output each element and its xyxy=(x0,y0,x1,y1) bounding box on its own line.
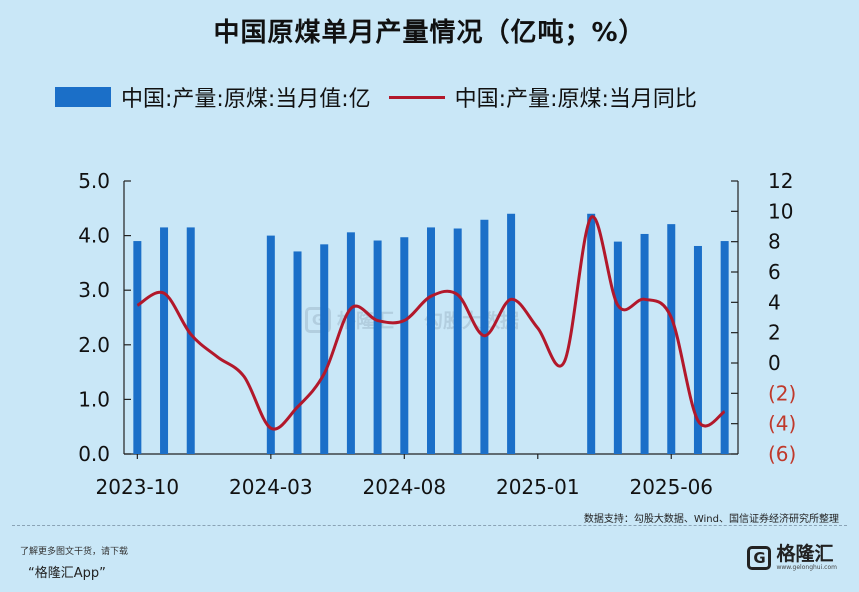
y-left-tick-label: 5.0 xyxy=(78,169,110,193)
x-tick-label: 2025-01 xyxy=(496,475,580,499)
bar-2025-05 xyxy=(640,233,649,454)
footer-note: 了解更多图文干货，请下载 xyxy=(20,547,129,557)
x-tick-label: 2023-10 xyxy=(96,475,180,499)
footer-divider xyxy=(12,525,847,526)
bar-2025-07 xyxy=(693,245,702,454)
y-right-tick-label: 4 xyxy=(768,290,781,314)
brand-url: www.gelonghui.com xyxy=(776,564,837,571)
y-right-tick-label: (2) xyxy=(768,381,796,405)
y-left-tick-label: 1.0 xyxy=(78,387,110,411)
y-right-tick-label: 10 xyxy=(768,199,793,223)
bar-2024-09 xyxy=(427,227,435,454)
x-tick-label: 2024-08 xyxy=(363,475,447,499)
bar-2025-08 xyxy=(720,241,729,454)
bar-2024-05 xyxy=(320,244,329,454)
brand-logo: G 格隆汇 www.gelonghui.com xyxy=(747,544,837,571)
bar-2024-08 xyxy=(400,237,409,454)
bar-2023-10 xyxy=(133,241,142,454)
y-left-tick-label: 4.0 xyxy=(78,224,110,248)
bar-2024-06 xyxy=(346,232,355,454)
brand-logo-icon: G xyxy=(747,545,772,570)
bar-2025-04 xyxy=(613,241,622,454)
bar-2024-04 xyxy=(293,251,302,454)
legend-bar-label: 中国:产量:原煤:当月值:亿 xyxy=(121,87,371,112)
y-right-tick-label: 12 xyxy=(768,169,793,193)
y-right-tick-label: 2 xyxy=(768,321,781,345)
chart-title: 中国原煤单月产量情况（亿吨；%） xyxy=(213,18,646,48)
y-left-tick-label: 2.0 xyxy=(78,333,110,357)
y-right-tick-label: 8 xyxy=(768,230,781,254)
bar-2024-03 xyxy=(266,235,275,454)
bar-2023-11 xyxy=(160,227,169,454)
legend-line-label: 中国:产量:原煤:当月同比 xyxy=(454,87,697,112)
legend-line-swatch xyxy=(388,95,445,99)
bar-2023-12 xyxy=(186,227,195,454)
y-right-tick-label: 6 xyxy=(768,260,781,284)
footer-app-name: “格隆汇App” xyxy=(28,566,106,581)
legend-bar-swatch xyxy=(55,87,111,107)
data-source: 数据支持：勾股大数据、Wind、国信证券经济研究所整理 xyxy=(583,514,839,525)
brand-name: 格隆汇 xyxy=(776,543,834,565)
bar-2024-07 xyxy=(373,240,382,454)
y-right-tick-label: 0 xyxy=(768,351,781,375)
bar-2025-06 xyxy=(667,224,676,454)
y-right-tick-label: (6) xyxy=(768,442,796,466)
yoy-line xyxy=(136,215,726,431)
chart-legend: 中国:产量:原煤:当月值:亿 中国:产量:原煤:当月同比 xyxy=(55,80,697,114)
bar-2025-03 xyxy=(587,213,596,454)
x-tick-label: 2024-03 xyxy=(229,475,313,499)
y-right-tick-label: (4) xyxy=(768,412,796,436)
bar-2024-12 xyxy=(507,213,516,454)
y-left-tick-label: 3.0 xyxy=(78,278,110,302)
x-tick-label: 2025-06 xyxy=(629,475,713,499)
y-left-tick-label: 0.0 xyxy=(78,442,110,466)
bar-2024-10 xyxy=(453,228,462,454)
